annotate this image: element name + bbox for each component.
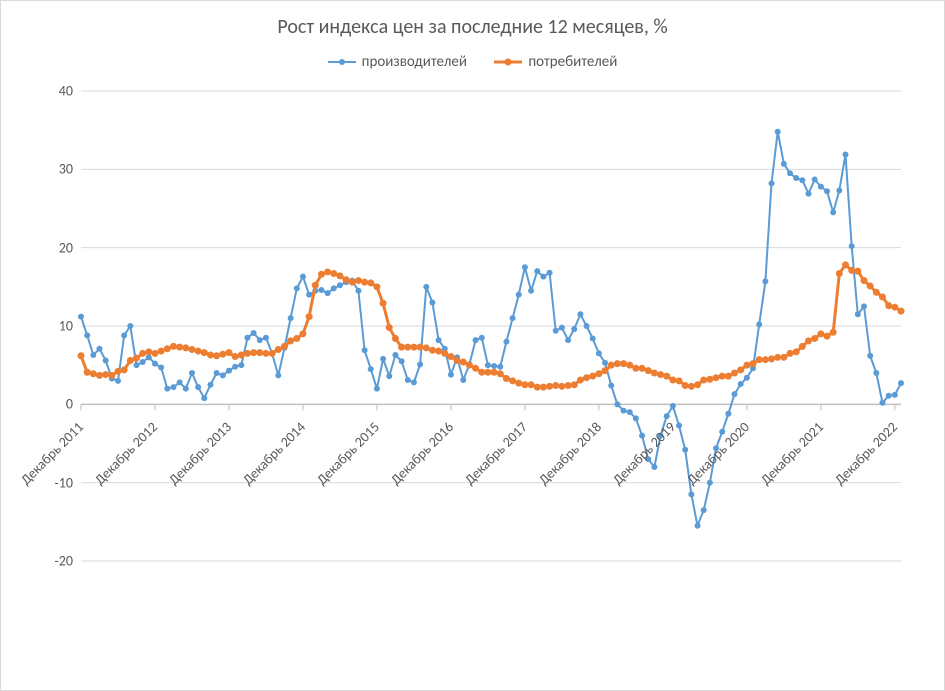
chart-title: Рост индекса цен за последние 12 месяцев… bbox=[1, 15, 944, 39]
y-tick-label: 20 bbox=[59, 239, 73, 256]
x-tick-label: Декабрь 2011 bbox=[17, 419, 87, 489]
legend-label: потребителей bbox=[528, 53, 617, 71]
y-tick-label: 40 bbox=[59, 83, 73, 100]
y-tick-label: 0 bbox=[66, 396, 73, 413]
y-tick-label: -10 bbox=[55, 474, 73, 491]
chart-container: Рост индекса цен за последние 12 месяцев… bbox=[0, 0, 945, 691]
legend-swatch bbox=[494, 56, 522, 68]
legend-item-consumers: потребителей bbox=[494, 53, 617, 71]
legend-swatch bbox=[328, 56, 356, 68]
legend-dot bbox=[339, 59, 345, 65]
legend-item-producers: производителей bbox=[328, 53, 467, 71]
plot-svg bbox=[81, 91, 901, 561]
legend-label: производителей bbox=[362, 53, 467, 71]
plot-area: -20-10010203040Декабрь 2011Декабрь 2012Д… bbox=[81, 91, 901, 561]
y-tick-label: -20 bbox=[55, 553, 73, 570]
y-tick-label: 30 bbox=[59, 161, 73, 178]
legend: производителей потребителей bbox=[1, 53, 944, 73]
legend-dot bbox=[505, 59, 512, 66]
y-tick-label: 10 bbox=[59, 318, 73, 335]
